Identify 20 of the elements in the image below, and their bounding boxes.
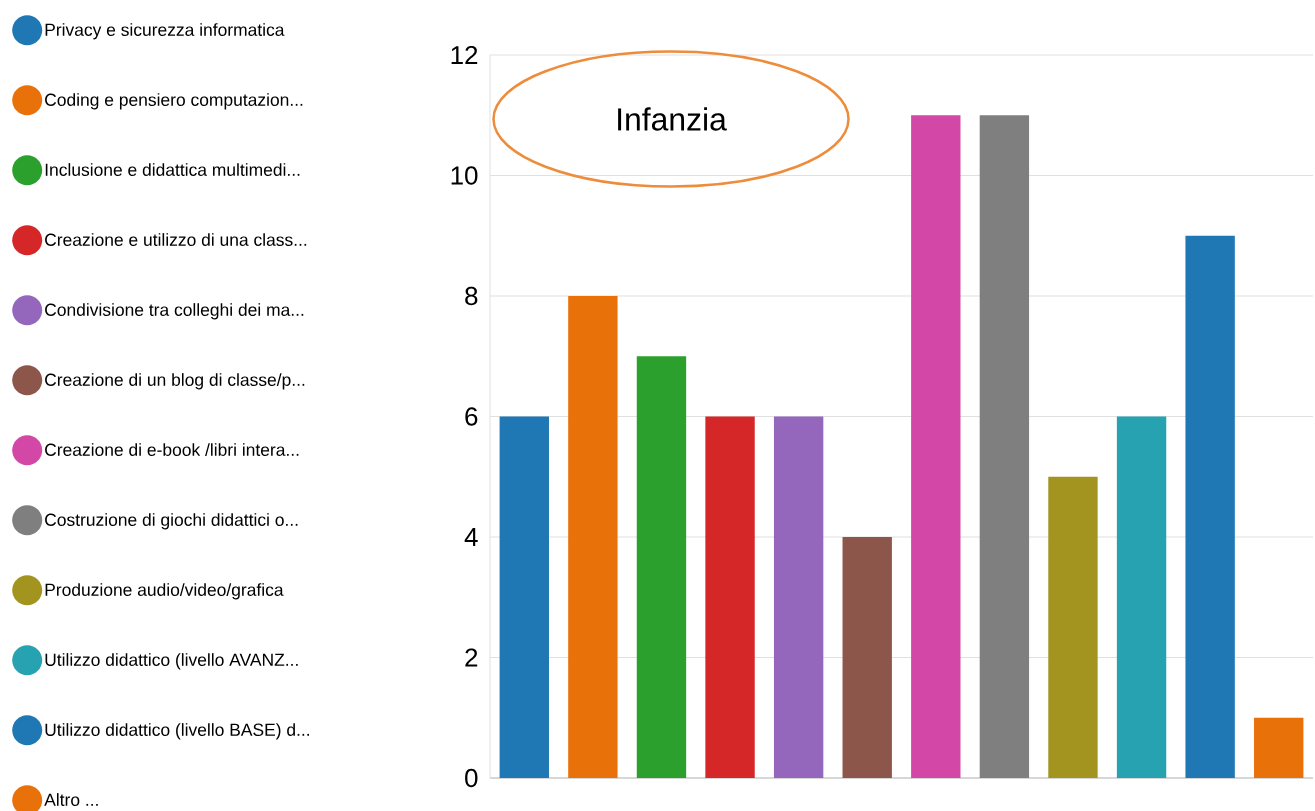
legend-label: Utilizzo didattico (livello BASE) d... [45, 723, 310, 740]
text: Infanzia [618, 107, 727, 131]
y-tick-label: 0 [465, 768, 478, 788]
legend-label: Produzione audio/video/grafica [45, 583, 284, 600]
legend-label: Creazione di e-book /libri intera... [45, 443, 299, 456]
legend-label: Costruzione di giochi didattici o... [45, 513, 298, 530]
y-tick-label: 2 [465, 648, 478, 667]
y-tick-label: 10 [451, 166, 478, 185]
legend-label: Utilizzo didattico (livello AVANZ... [45, 653, 298, 670]
y-tick-label: 12 [451, 45, 478, 65]
legend-label: Privacy e sicurezza informatica [45, 23, 285, 40]
legend-label: Coding e pensiero computazion... [45, 93, 303, 110]
y-tick-label: 4 [464, 528, 478, 546]
legend-label: Creazione di un blog di classe/p... [45, 373, 305, 390]
y-tick-label: 6 [465, 407, 478, 426]
legend-label: Altro ... [44, 793, 98, 806]
legend-label: Creazione e utilizzo di una class... [45, 233, 307, 246]
legend-label: Condivisione tra colleghi dei ma... [45, 303, 304, 320]
legend-label: Inclusione e didattica multimedi... [45, 163, 300, 176]
y-tick-label: 8 [465, 286, 478, 306]
